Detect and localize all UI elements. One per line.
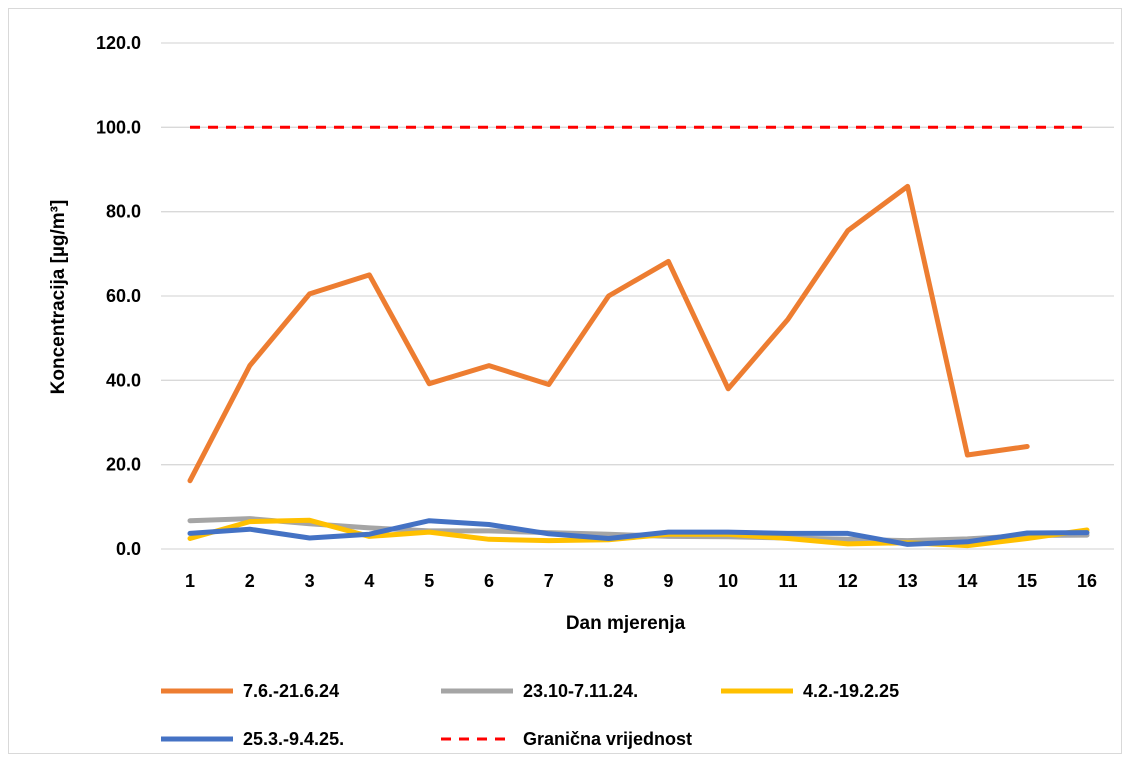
x-tick-label: 14 [957,571,977,591]
x-tick-label: 12 [838,571,858,591]
x-tick-label: 13 [898,571,918,591]
x-tick-label: 9 [663,571,673,591]
x-tick-label: 1 [185,571,195,591]
chart-frame: 0.0 20.0 40.0 60.0 80.0 100.0 120.0 1 2 3 4 5 6 7 8 9 10… [8,8,1122,754]
legend-label-5: Granična vrijednost [523,729,692,749]
legend-label-3: 4.2.-19.2.25 [803,681,899,701]
series-line-4 [187,518,1090,547]
x-tick-label: 3 [305,571,315,591]
y-tick-label: 100.0 [96,117,141,137]
y-tick-label: 80.0 [106,202,141,222]
y-axis-title: Koncentracija [µg/m³] [48,200,69,395]
x-tick-label: 10 [718,571,738,591]
x-tick-label: 4 [364,571,374,591]
y-tick-label: 60.0 [106,286,141,306]
x-tick-label: 16 [1077,571,1097,591]
series-line-1 [187,183,1030,484]
x-tick-label: 11 [778,571,797,591]
x-tick-label: 2 [245,571,255,591]
y-tick-label: 40.0 [106,370,141,390]
x-axis-title: Dan mjerenja [566,613,686,634]
x-tick-label: 15 [1017,571,1037,591]
y-tick-label: 120.0 [96,33,141,53]
legend-label-2: 23.10-7.11.24. [523,681,638,701]
x-tick-label: 8 [604,571,614,591]
legend-label-4: 25.3.-9.4.25. [243,729,344,749]
legend-label-1: 7.6.-21.6.24 [243,681,339,701]
y-tick-label: 0.0 [116,539,141,559]
y-tick-label: 20.0 [106,455,141,475]
x-tick-label: 7 [544,571,554,591]
x-tick-label: 6 [484,571,494,591]
x-tick-label: 5 [424,571,434,591]
